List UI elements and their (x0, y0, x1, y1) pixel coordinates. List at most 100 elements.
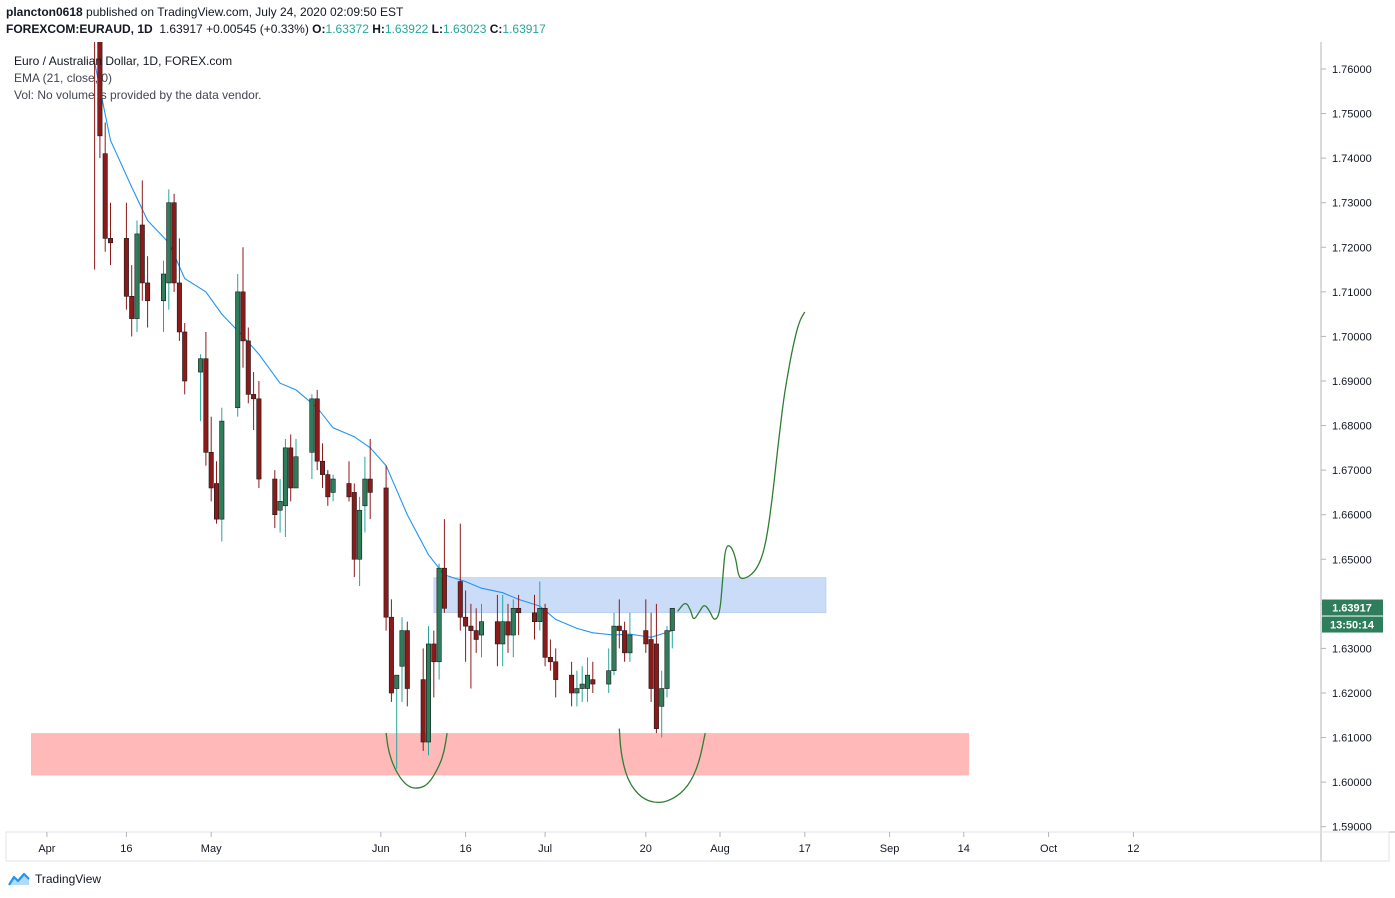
candle-body (245, 340, 251, 395)
candle-body (553, 661, 559, 680)
ema-line (94, 62, 673, 638)
candles-layer[interactable] (92, 0, 675, 769)
candle-body (203, 358, 209, 453)
candle-down (431, 630, 437, 698)
candle-body (457, 581, 463, 618)
candle-body (431, 643, 437, 663)
time-tick-label: 12 (1127, 843, 1139, 855)
last-price: 1.63917 (159, 22, 203, 36)
candle-up (574, 670, 580, 707)
published-text: published on TradingView.com, July 24, 2… (86, 5, 404, 19)
candle-body (404, 630, 410, 689)
candle-body (659, 688, 665, 707)
candle-down (108, 202, 114, 266)
candle-up (611, 612, 617, 676)
candle-body (463, 616, 469, 627)
candle-down (531, 594, 537, 640)
support-zone (31, 733, 970, 776)
price-tick-label: 1.59000 (1332, 822, 1372, 834)
candle-down (203, 331, 209, 466)
candle-body (569, 674, 575, 694)
candle-down (214, 461, 220, 524)
candle-body (420, 679, 426, 743)
axes-layer: 1.76000 1.75000 1.74000 1.73000 1.72000 1.710… (5, 42, 1395, 862)
high-label: H: (372, 22, 385, 36)
candle-down (325, 470, 331, 506)
candle-down (176, 238, 182, 341)
candle-down (404, 621, 410, 707)
candle-up (664, 626, 670, 698)
author-name[interactable]: plancton0618 (6, 5, 83, 19)
price-tick-label: 1.69000 (1332, 376, 1372, 388)
candle-down (102, 122, 108, 252)
candle-down (643, 599, 649, 653)
candle-body (473, 630, 479, 640)
candle-body (574, 688, 580, 694)
publisher-line: plancton0618 published on TradingView.co… (6, 5, 403, 19)
candle-body (134, 233, 140, 319)
current-price-text: 1.63917 (1332, 603, 1372, 615)
price-tick-label: 1.73000 (1332, 198, 1372, 210)
candle-up (134, 220, 140, 332)
candle-body (388, 616, 394, 694)
candle-body (272, 478, 278, 516)
candle-body (129, 296, 135, 319)
candle-body (282, 447, 288, 507)
time-tick-label: 14 (958, 843, 970, 855)
time-tick-label: Aug (710, 843, 730, 855)
candle-body (235, 291, 241, 409)
candle-down (441, 519, 447, 613)
candle-body (399, 630, 405, 667)
candle-up (161, 260, 167, 332)
legend-volume[interactable]: Vol: No volume is provided by the data v… (14, 88, 262, 102)
tradingview-brand[interactable]: TradingView (8, 872, 101, 886)
close-label: C: (489, 22, 503, 36)
candle-body (161, 273, 167, 302)
candle-body (367, 478, 373, 493)
candle-body (293, 456, 299, 489)
candle-down (542, 603, 548, 667)
time-tick-label: 17 (799, 843, 811, 855)
candle-up (537, 581, 543, 631)
price-tick-label: 1.60000 (1332, 777, 1372, 789)
candle-down (547, 639, 553, 671)
candle-down (616, 599, 622, 649)
candle-down (622, 621, 628, 662)
candle-body (362, 478, 368, 507)
candle-down (457, 523, 463, 631)
candle-body (97, 42, 103, 137)
candle-body (590, 679, 596, 685)
legend-ema[interactable]: EMA (21, close, 0) (14, 71, 113, 85)
candle-body (171, 202, 177, 284)
candle-down (208, 416, 214, 502)
price-tick-label: 1.63000 (1332, 643, 1372, 655)
price-tick-label: 1.72000 (1332, 242, 1372, 254)
candle-down (383, 465, 389, 631)
candle-down (171, 193, 177, 292)
symbol-label: FOREXCOM:EURAUD, 1D (6, 22, 153, 36)
countdown-label: 13:50:14 (1322, 616, 1383, 633)
candle-up (399, 617, 405, 702)
legend-title[interactable]: Euro / Australian Dollar, 1D, FOREX.com (14, 54, 233, 68)
candle-down (139, 180, 145, 301)
candle-down (123, 202, 129, 310)
tradingview-logo-icon (8, 872, 30, 886)
candle-body (288, 447, 294, 489)
candle-body (500, 621, 506, 645)
candle-up (669, 607, 675, 649)
ema-layer (94, 62, 673, 638)
candle-body (145, 282, 151, 302)
candle-body (505, 621, 511, 636)
candle-body (441, 567, 447, 609)
candle-down (590, 661, 596, 693)
price-tick-label: 1.62000 (1332, 688, 1372, 700)
candle-down (388, 599, 394, 702)
candle-down (145, 256, 151, 328)
candle-body (176, 282, 182, 333)
candle-body (277, 501, 283, 511)
candle-body (669, 607, 675, 631)
candle-body (357, 509, 363, 560)
time-tick-label: Sep (880, 843, 900, 855)
candle-down (494, 594, 500, 667)
